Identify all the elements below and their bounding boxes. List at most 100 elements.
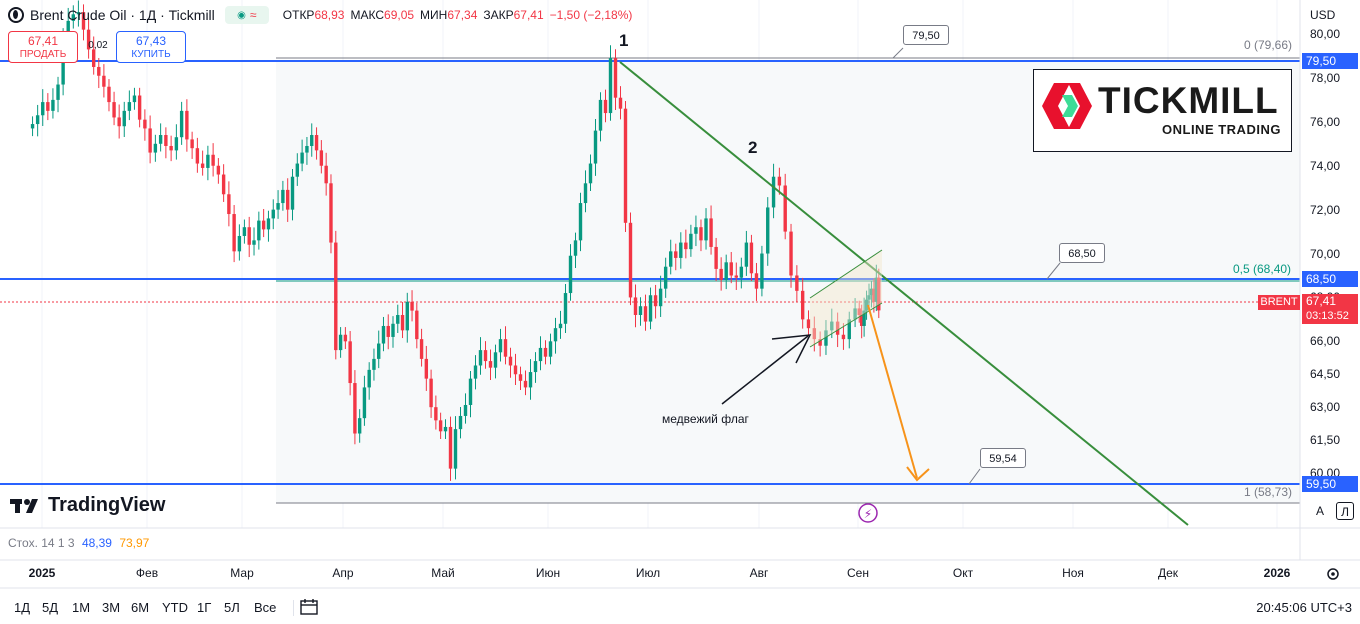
callout-pointer	[1046, 262, 1061, 280]
candle-body	[453, 429, 458, 469]
candle-body	[719, 268, 723, 280]
currency-selector[interactable]: USD	[1310, 8, 1336, 22]
symbol-icon	[8, 7, 24, 23]
candle-body	[704, 218, 708, 241]
candle-body	[806, 319, 811, 329]
candle-body	[658, 288, 663, 307]
candle-body	[300, 152, 304, 164]
chart-header: Brent Crude Oil · 1Д · Tickmill ◉ ≈ ОТКР…	[0, 0, 638, 30]
tickmill-logo: TICKMILL ONLINE TRADING	[1033, 69, 1292, 152]
bear-flag-label: медвежий флаг	[662, 412, 749, 426]
timeframe-button[interactable]: 5Л	[224, 600, 240, 615]
auto-scale-button[interactable]: A	[1315, 504, 1324, 518]
stoch-d-value: 73,97	[119, 536, 150, 550]
candle-body	[523, 380, 528, 388]
symbol-tag: BRENT	[1258, 295, 1300, 310]
candle-body	[766, 207, 770, 254]
timeframe-button[interactable]: Все	[254, 600, 277, 615]
candle-body	[185, 110, 189, 140]
settings-icon[interactable]	[1325, 566, 1341, 582]
calendar-range-icon[interactable]	[300, 598, 320, 616]
callout-mid[interactable]: 68,50	[1059, 243, 1105, 263]
candle-body	[744, 242, 749, 267]
candle-body	[200, 163, 205, 168]
stoch-legend[interactable]: Стох. 14 1 3 48,39 73,97	[8, 536, 149, 550]
time-tick-label: Июн	[535, 566, 561, 580]
time-tick-label: Май	[431, 566, 455, 580]
market-status-badge[interactable]: ◉ ≈	[224, 6, 269, 24]
timeframe-button[interactable]: 5Д	[42, 600, 59, 615]
candle-body	[830, 321, 834, 331]
time-tick-label: Окт	[952, 566, 974, 580]
candle-body	[543, 347, 548, 357]
candle-body	[749, 242, 754, 274]
candle-body	[824, 330, 828, 346]
candle-body	[281, 189, 285, 204]
target-arrow[interactable]	[867, 304, 918, 479]
candle-body	[438, 420, 443, 432]
timeframe-button[interactable]: 6М	[131, 600, 150, 615]
log-scale-button[interactable]: Л	[1336, 502, 1354, 520]
candle-body	[405, 301, 409, 331]
candle-body	[603, 99, 608, 114]
timeframe-button[interactable]: YTD	[162, 600, 188, 615]
price-tick-label: 70,00	[1310, 246, 1341, 261]
candle-body	[102, 75, 106, 87]
timeframe-button[interactable]: 3М	[102, 600, 121, 615]
candle-body	[143, 119, 147, 129]
candle-body	[674, 251, 678, 258]
candle-body	[724, 262, 728, 280]
candle-body	[310, 135, 314, 146]
event-icon[interactable]	[858, 503, 878, 523]
sell-button[interactable]: 67,41 ПРОДАТЬ	[8, 31, 78, 63]
trend-line[interactable]	[619, 61, 1189, 526]
callout-lower[interactable]: 59,54	[980, 448, 1026, 468]
candle-body	[314, 135, 319, 151]
time-tick-label: Июл	[635, 566, 661, 580]
candle-body	[216, 165, 221, 175]
candle-body	[684, 242, 688, 250]
price-tick-label: 74,00	[1310, 158, 1341, 173]
tradingview-logo[interactable]: TradingView	[10, 494, 165, 517]
candle-body	[859, 314, 864, 326]
candle-body	[835, 321, 840, 335]
candle-body	[211, 154, 215, 166]
close-label: ЗАКР	[483, 8, 514, 22]
timeframe-button[interactable]: 1Д	[14, 600, 31, 615]
callout-upper[interactable]: 79,50	[903, 25, 949, 45]
time-tick-label: Фев	[135, 566, 159, 580]
candle-body	[247, 227, 251, 245]
price-tick-label: 64,50	[1310, 367, 1341, 382]
time-tick-label: Мар	[230, 566, 254, 580]
candle-body	[638, 306, 643, 315]
buy-button[interactable]: 67,43 КУПИТЬ	[116, 31, 186, 63]
time-tick-label: Апр	[332, 566, 354, 580]
clock[interactable]: 20:45:06 UTC+3	[1256, 600, 1352, 615]
spread-value: 0,02	[88, 40, 108, 51]
flag-upper-line[interactable]	[809, 249, 883, 299]
candle-body	[714, 246, 718, 269]
symbol-title[interactable]: Brent Crude Oil · 1Д · Tickmill	[30, 7, 215, 23]
open-label: ОТКР	[282, 8, 315, 22]
candle-body	[760, 253, 764, 289]
candle-body	[443, 426, 448, 432]
market-open-icon: ◉	[237, 9, 246, 21]
candle-body	[334, 242, 338, 351]
candle-body	[127, 102, 132, 111]
candle-body	[874, 277, 879, 302]
candle-body	[381, 325, 386, 344]
tradingview-icon	[10, 498, 38, 513]
time-tick-label: Дек	[1157, 566, 1179, 580]
candle-body	[122, 110, 126, 127]
timeframe-button[interactable]: 1М	[72, 600, 91, 615]
timeframe-button[interactable]: 1Г	[197, 600, 212, 615]
candle-body	[174, 137, 179, 151]
candle-body	[841, 334, 846, 340]
flag-pointer-arrow	[721, 335, 809, 405]
price-tick-label: 61,50	[1310, 433, 1341, 448]
candle-body	[795, 275, 799, 291]
price-tick-label: 76,00	[1310, 114, 1341, 129]
candle-body	[867, 295, 871, 300]
candle-body	[429, 378, 433, 408]
